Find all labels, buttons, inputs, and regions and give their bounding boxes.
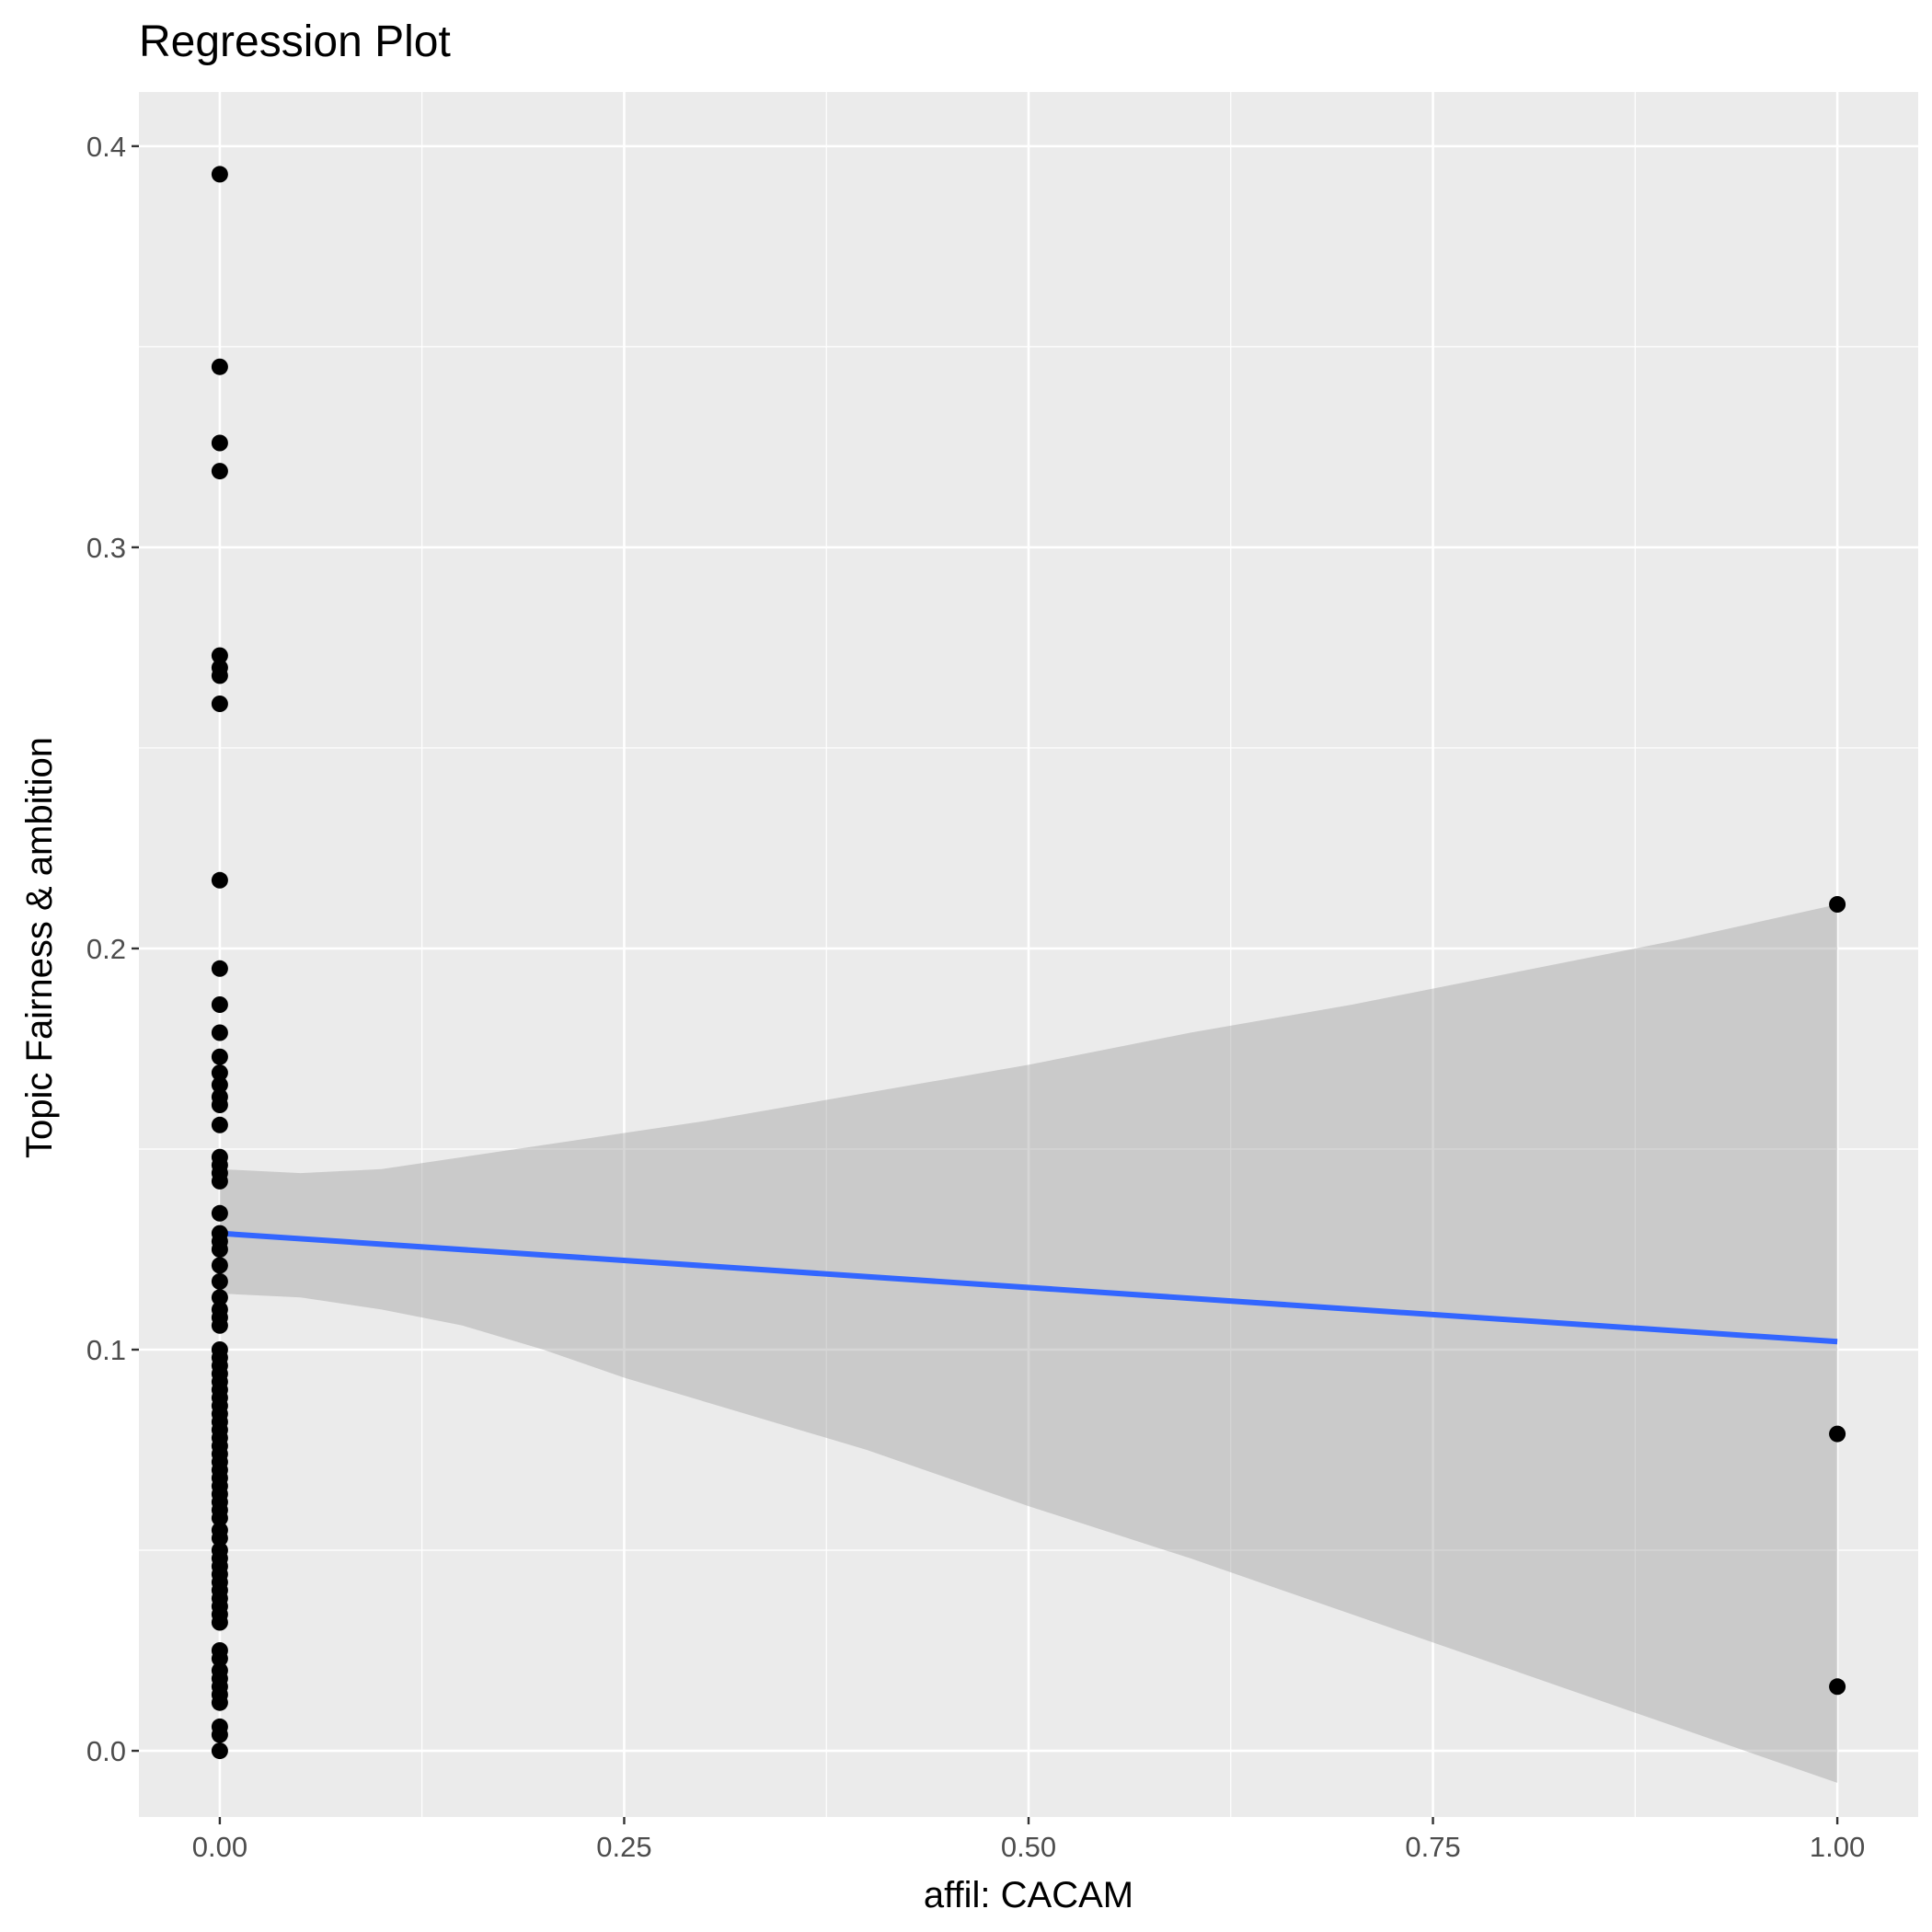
grid-lines <box>139 92 1918 1817</box>
x-tick-label: 0.75 <box>1405 1831 1460 1863</box>
data-point <box>211 1064 228 1082</box>
data-point <box>211 1024 228 1041</box>
data-point <box>211 667 228 684</box>
x-axis-title: affil: CACAM <box>924 1875 1133 1915</box>
x-tick-label: 0.25 <box>596 1831 651 1863</box>
confidence-band-layer <box>219 904 1838 1783</box>
data-point <box>211 1204 228 1222</box>
data-point <box>211 1694 228 1711</box>
data-point <box>211 1241 228 1258</box>
data-point <box>1829 1678 1846 1696</box>
data-point <box>211 1048 228 1065</box>
data-point <box>211 1614 228 1631</box>
data-point <box>211 434 228 452</box>
data-point <box>211 463 228 480</box>
data-point <box>211 996 228 1013</box>
data-point <box>211 647 228 664</box>
data-point <box>1829 896 1846 913</box>
chart-title: Regression Plot <box>139 17 451 66</box>
data-points <box>211 166 1846 1760</box>
data-point <box>211 1172 228 1190</box>
data-point <box>211 1257 228 1274</box>
x-tick-label: 0.00 <box>192 1831 247 1863</box>
x-tick-label: 0.50 <box>1001 1831 1056 1863</box>
data-point <box>211 960 228 977</box>
x-tick-label: 1.00 <box>1810 1831 1865 1863</box>
data-point <box>211 1529 228 1547</box>
data-point <box>211 1650 228 1667</box>
data-point <box>211 696 228 712</box>
y-tick-label: 0.3 <box>86 532 126 564</box>
data-point <box>211 1317 228 1334</box>
data-point <box>211 1742 228 1760</box>
regression-line-layer <box>219 1230 1838 1345</box>
data-point <box>211 358 228 375</box>
data-point <box>211 1097 228 1113</box>
y-tick-label: 0.2 <box>86 933 126 965</box>
data-point <box>211 1076 228 1094</box>
data-point <box>211 166 228 183</box>
y-axis-title: Topic Fairness & ambition <box>19 737 60 1158</box>
data-point <box>211 1289 228 1306</box>
regression-line <box>219 1230 1838 1345</box>
data-point <box>211 1116 228 1133</box>
y-tick-label: 0.0 <box>86 1735 126 1767</box>
data-point <box>211 1726 228 1743</box>
data-point <box>211 1510 228 1527</box>
axes: 0.00 0.25 0.50 0.75 1.00 0.0 0.1 0.2 0.3 0.4 <box>86 131 1865 1863</box>
data-point <box>1829 1425 1846 1443</box>
y-tick-label: 0.4 <box>86 131 126 163</box>
y-tick-label: 0.1 <box>86 1334 126 1366</box>
data-point <box>211 1272 228 1290</box>
data-point <box>211 871 228 889</box>
confidence-band <box>219 904 1838 1783</box>
